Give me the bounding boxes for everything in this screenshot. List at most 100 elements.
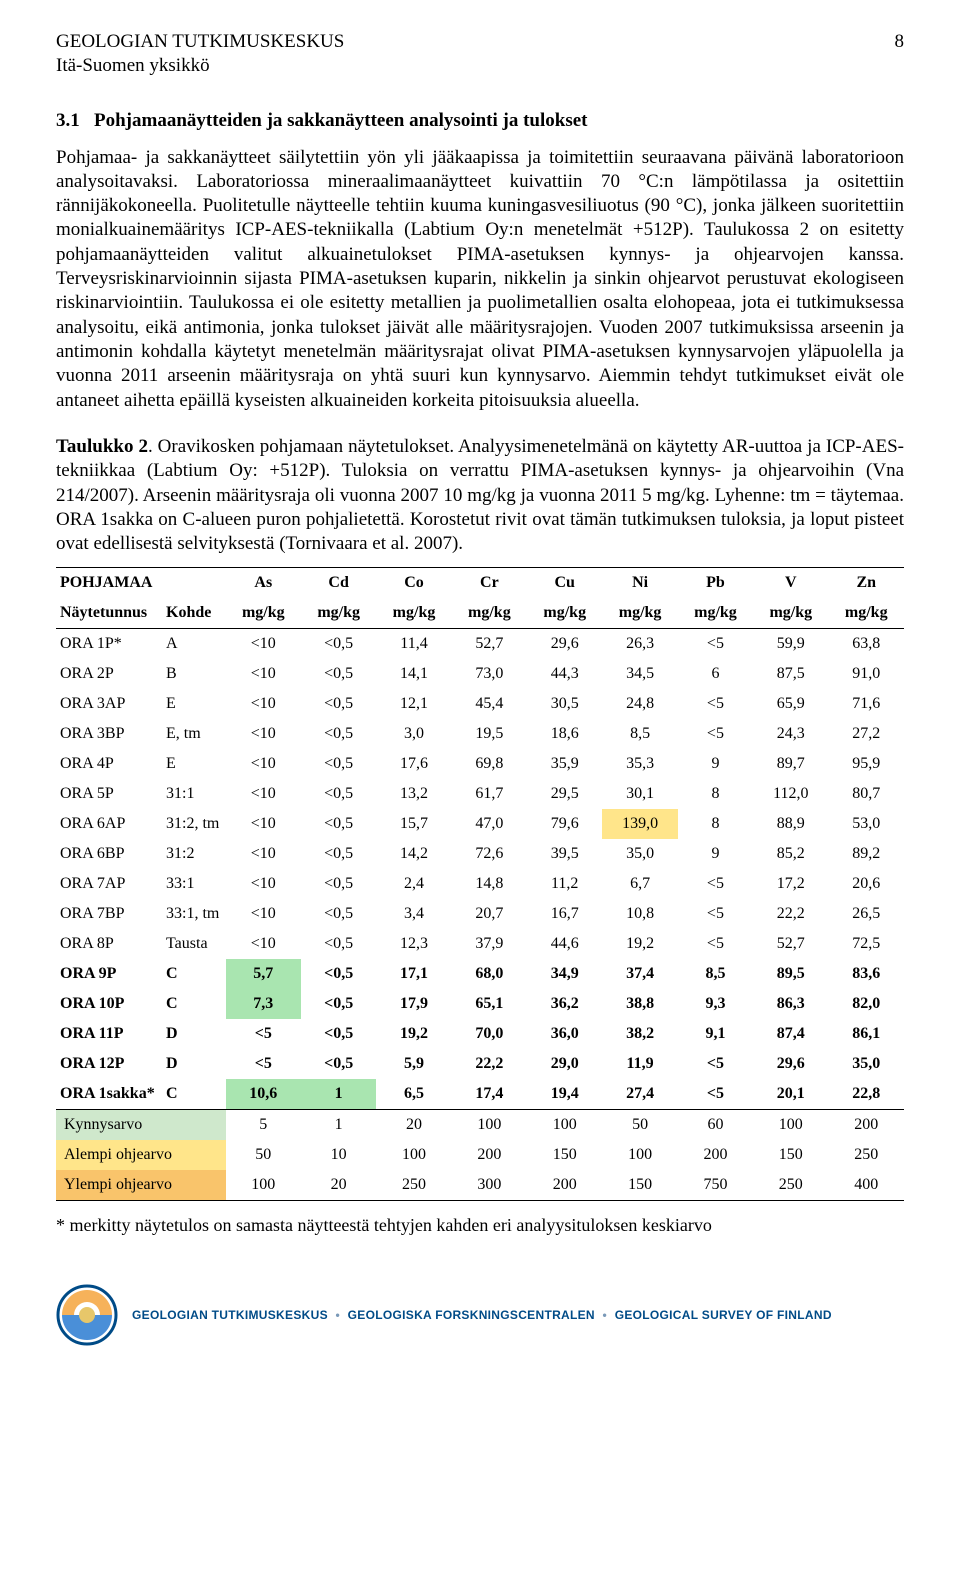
table-cell: ORA 7AP (56, 869, 162, 899)
table-row: ORA 6BP31:2<10<0,514,272,639,535,0985,28… (56, 839, 904, 869)
table-cell: 86,1 (828, 1019, 904, 1049)
table-subheader-cell: mg/kg (376, 598, 451, 629)
table-cell: 24,8 (602, 689, 677, 719)
threshold-label: Ylempi ohjearvo (56, 1170, 226, 1201)
table-cell: <10 (226, 779, 301, 809)
page-number: 8 (895, 30, 905, 78)
gtk-logo-icon (56, 1284, 118, 1346)
table-cell: 31:2, tm (162, 809, 226, 839)
footer-en: GEOLOGICAL SURVEY OF FINLAND (615, 1308, 832, 1322)
table-cell: 34,9 (527, 959, 602, 989)
table-cell: ORA 4P (56, 749, 162, 779)
table-cell: <0,5 (301, 689, 376, 719)
threshold-cell: 1 (301, 1109, 376, 1140)
table-header-cell: Pb (678, 567, 753, 598)
table-subheader-cell: mg/kg (301, 598, 376, 629)
table-row: ORA 8PTausta<10<0,512,337,944,619,2<552,… (56, 929, 904, 959)
threshold-cell: 100 (376, 1140, 451, 1170)
table-cell: 22,2 (753, 899, 828, 929)
table-subheader-cell: mg/kg (678, 598, 753, 629)
caption-title: Taulukko 2 (56, 436, 148, 457)
table-cell: 29,5 (527, 779, 602, 809)
table-cell: 44,3 (527, 659, 602, 689)
table-header-cell: Cr (452, 567, 527, 598)
threshold-cell: 200 (828, 1109, 904, 1140)
table-cell: 72,5 (828, 929, 904, 959)
table-cell: <10 (226, 689, 301, 719)
table-header-row-2: NäytetunnusKohdemg/kgmg/kgmg/kgmg/kgmg/k… (56, 598, 904, 629)
table-cell: <0,5 (301, 989, 376, 1019)
table-cell: <10 (226, 929, 301, 959)
threshold-cell: 150 (753, 1140, 828, 1170)
table-cell: 33:1 (162, 869, 226, 899)
threshold-cell: 50 (226, 1140, 301, 1170)
table-cell: 22,8 (828, 1079, 904, 1110)
threshold-row: Ylempi ohjearvo1002025030020015075025040… (56, 1170, 904, 1201)
table-header-cell: Cd (301, 567, 376, 598)
table-cell: 70,0 (452, 1019, 527, 1049)
table-cell: <10 (226, 899, 301, 929)
threshold-row: Alempi ohjearvo5010100200150100200150250 (56, 1140, 904, 1170)
table-subheader-cell: mg/kg (828, 598, 904, 629)
table-cell: 37,4 (602, 959, 677, 989)
table-cell: 72,6 (452, 839, 527, 869)
table-cell: E (162, 749, 226, 779)
table-cell: 36,2 (527, 989, 602, 1019)
table-cell: 37,9 (452, 929, 527, 959)
table-subheader-cell: Näytetunnus (56, 598, 162, 629)
threshold-cell: 60 (678, 1109, 753, 1140)
table-cell: B (162, 659, 226, 689)
table-cell: C (162, 1079, 226, 1110)
table-cell: 12,1 (376, 689, 451, 719)
table-cell: <10 (226, 809, 301, 839)
section-number: 3.1 (56, 110, 80, 131)
threshold-cell: 100 (527, 1109, 602, 1140)
table-cell: <10 (226, 659, 301, 689)
threshold-cell: 10 (301, 1140, 376, 1170)
threshold-cell: 250 (376, 1170, 451, 1201)
table-cell: 87,5 (753, 659, 828, 689)
org-line-2: Itä-Suomen yksikkö (56, 54, 344, 78)
table-cell: <5 (678, 899, 753, 929)
table-cell: 91,0 (828, 659, 904, 689)
table-cell: 11,2 (527, 869, 602, 899)
table-cell: 80,7 (828, 779, 904, 809)
table-cell: E, tm (162, 719, 226, 749)
table-cell: 20,7 (452, 899, 527, 929)
threshold-cell: 250 (753, 1170, 828, 1201)
table-cell: 29,0 (527, 1049, 602, 1079)
table-cell: 19,5 (452, 719, 527, 749)
table-cell: 8 (678, 809, 753, 839)
table-cell: 9 (678, 839, 753, 869)
table-cell: 36,0 (527, 1019, 602, 1049)
table-cell: A (162, 628, 226, 659)
table-cell: 35,9 (527, 749, 602, 779)
table-cell: C (162, 959, 226, 989)
table-row: ORA 3APE<10<0,512,145,430,524,8<565,971,… (56, 689, 904, 719)
threshold-cell: 150 (602, 1170, 677, 1201)
table-cell: 44,6 (527, 929, 602, 959)
threshold-cell: 20 (301, 1170, 376, 1201)
table-cell: 10,6 (226, 1079, 301, 1110)
table-cell: 9 (678, 749, 753, 779)
table-cell: 8,5 (602, 719, 677, 749)
table-cell: 16,7 (527, 899, 602, 929)
table-cell: ORA 3BP (56, 719, 162, 749)
table-cell: <0,5 (301, 839, 376, 869)
table-cell: <0,5 (301, 1019, 376, 1049)
table-cell: 35,0 (602, 839, 677, 869)
table-row: ORA 9PC5,7<0,517,168,034,937,48,589,583,… (56, 959, 904, 989)
table-cell: 26,3 (602, 628, 677, 659)
table-cell: ORA 9P (56, 959, 162, 989)
table-cell: ORA 8P (56, 929, 162, 959)
table-cell: 18,6 (527, 719, 602, 749)
table-footnote: * merkitty näytetulos on samasta näyttee… (56, 1215, 904, 1236)
table-cell: 1 (301, 1079, 376, 1110)
table-cell: 9,1 (678, 1019, 753, 1049)
caption-text: . Oravikosken pohjamaan näytetulokset. A… (56, 436, 904, 554)
table-cell: <10 (226, 749, 301, 779)
table-cell: <0,5 (301, 959, 376, 989)
table-row: ORA 4PE<10<0,517,669,835,935,3989,795,9 (56, 749, 904, 779)
table-cell: <5 (678, 628, 753, 659)
table-cell: 68,0 (452, 959, 527, 989)
